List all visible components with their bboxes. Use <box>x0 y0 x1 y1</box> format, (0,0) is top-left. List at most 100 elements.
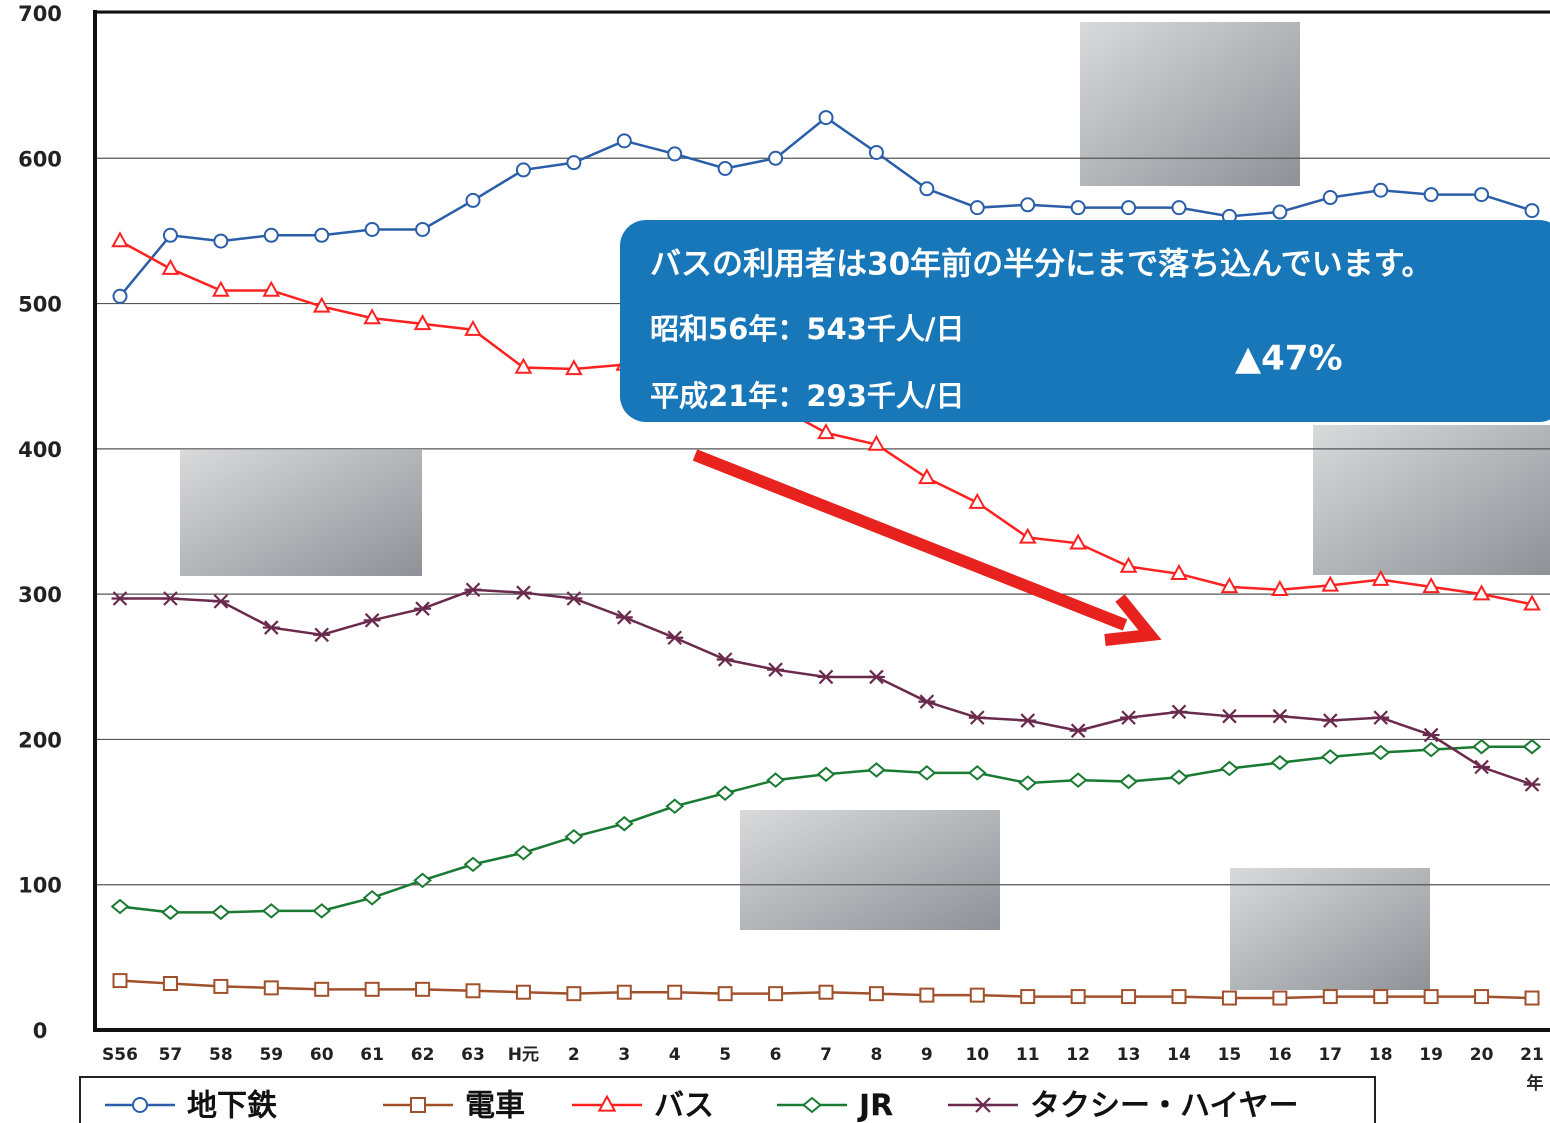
data-point <box>717 653 734 666</box>
x-tick-label: 17 <box>1318 1045 1342 1065</box>
x-tick-label: 19 <box>1419 1045 1443 1065</box>
data-point <box>1121 775 1137 788</box>
x-tick-label: 3 <box>618 1045 630 1065</box>
x-tick-label: 15 <box>1218 1045 1242 1065</box>
x-tick-label: 16 <box>1268 1045 1292 1065</box>
data-point <box>263 904 279 917</box>
x-tick-label: 4 <box>669 1045 681 1065</box>
y-tick-label: 700 <box>18 2 62 26</box>
x-tick-label: 63 <box>461 1045 485 1065</box>
data-point <box>819 425 833 438</box>
y-tick-label: 600 <box>18 147 62 171</box>
x-tick-label: 10 <box>965 1045 989 1065</box>
x-tick-label: 7 <box>820 1045 832 1065</box>
data-point <box>1473 761 1490 774</box>
x-tick-label: 13 <box>1117 1045 1141 1065</box>
legend-label: タクシー・ハイヤー <box>1030 1089 1299 1123</box>
data-point <box>767 663 784 676</box>
data-point <box>918 695 935 708</box>
data-point <box>667 800 683 813</box>
data-point <box>1322 714 1339 727</box>
data-point <box>366 983 379 996</box>
data-point <box>1021 530 1035 543</box>
data-point <box>313 628 330 641</box>
data-point <box>719 987 732 1000</box>
data-point <box>616 611 633 624</box>
data-point <box>414 602 431 615</box>
x-tick-label: H元 <box>508 1045 539 1065</box>
data-point <box>769 987 782 1000</box>
data-point <box>114 290 127 303</box>
data-point <box>114 974 127 987</box>
data-point <box>1324 191 1337 204</box>
data-point <box>1526 992 1539 1005</box>
data-point <box>1221 710 1238 723</box>
data-point <box>919 766 935 779</box>
annotation-text: 昭和56年：543千人/日 <box>650 312 964 346</box>
annotation-text: バスの利用者は30年前の半分にまで落ち込んでいます。 <box>650 247 1433 283</box>
data-point <box>1122 990 1135 1003</box>
x-tick-label: 11 <box>1016 1045 1040 1065</box>
data-point <box>820 111 833 124</box>
data-point <box>1021 198 1034 211</box>
data-point <box>566 830 582 843</box>
data-point <box>1526 204 1539 217</box>
x-tick-label: 21 <box>1520 1045 1544 1065</box>
x-tick-label: 20 <box>1470 1045 1494 1065</box>
data-point <box>265 981 278 994</box>
x-tick-label: 18 <box>1369 1045 1393 1065</box>
data-point <box>920 989 933 1002</box>
data-point <box>1322 750 1338 763</box>
data-point <box>1423 743 1439 756</box>
data-point <box>1020 777 1036 790</box>
data-point <box>567 987 580 1000</box>
data-point <box>416 223 429 236</box>
data-point <box>1272 756 1288 769</box>
data-point <box>1173 990 1186 1003</box>
data-point <box>1223 992 1236 1005</box>
data-point <box>1475 188 1488 201</box>
data-point <box>214 235 227 248</box>
x-tick-label: 14 <box>1167 1045 1191 1065</box>
data-point <box>1222 762 1238 775</box>
data-point <box>920 182 933 195</box>
x-tick-label: 58 <box>209 1045 233 1065</box>
data-point <box>265 229 278 242</box>
data-point <box>164 229 177 242</box>
data-point <box>467 194 480 207</box>
data-point <box>263 621 280 634</box>
data-point <box>315 229 328 242</box>
y-tick-label: 300 <box>18 583 62 607</box>
annotation-box: バスの利用者は30年前の半分にまで落ち込んでいます。 昭和56年：543千人/日… <box>620 220 1550 422</box>
data-point <box>870 987 883 1000</box>
data-point <box>1374 990 1387 1003</box>
data-point <box>1171 705 1188 718</box>
data-point <box>618 134 631 147</box>
data-point <box>666 631 683 644</box>
data-point <box>212 595 229 608</box>
x-axis-unit: 年 <box>1527 1073 1544 1094</box>
data-point <box>1120 711 1137 724</box>
data-point <box>1271 710 1288 723</box>
arrow-shaft <box>695 455 1125 625</box>
y-tick-label: 500 <box>18 293 62 317</box>
data-point <box>1425 990 1438 1003</box>
data-point <box>364 614 381 627</box>
data-point <box>1072 990 1085 1003</box>
data-point <box>314 904 330 917</box>
x-tick-label: 61 <box>360 1045 384 1065</box>
y-tick-label: 100 <box>18 874 62 898</box>
data-point <box>1373 746 1389 759</box>
data-point <box>366 223 379 236</box>
data-point <box>112 900 128 913</box>
data-point <box>465 858 481 871</box>
data-point <box>719 162 732 175</box>
data-point <box>364 891 380 904</box>
x-tick-label: 6 <box>770 1045 782 1065</box>
data-point <box>214 980 227 993</box>
data-point <box>818 670 835 683</box>
data-point <box>1173 201 1186 214</box>
legend-label: JR <box>857 1089 893 1123</box>
data-point <box>820 986 833 999</box>
x-tick-label: 62 <box>411 1045 435 1065</box>
